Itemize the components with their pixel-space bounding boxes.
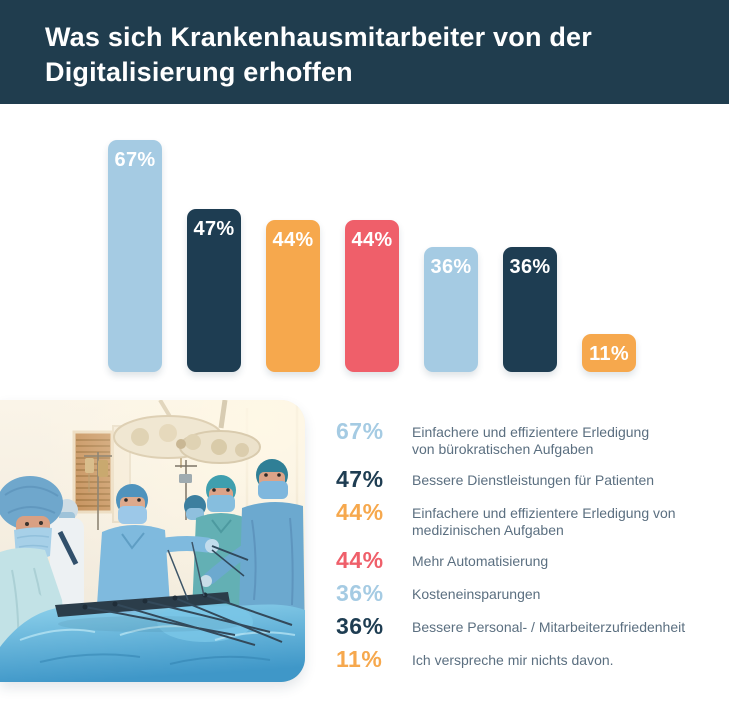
- operating-room-illustration: [0, 400, 305, 682]
- bar-value-label: 36%: [430, 256, 472, 278]
- bottom-section: 67% Einfachere und effizientere Erledigun…: [0, 400, 729, 682]
- bar-value-label: 36%: [509, 256, 551, 278]
- legend-value: 36%: [336, 580, 384, 606]
- legend-label: Einfachere und effizientere Erledigung v…: [412, 424, 650, 458]
- legend-item-2: 47% Bessere Dienstleistungen für Patiente…: [336, 466, 721, 493]
- legend-label: Einfachere und effizientere Erledigung v…: [412, 505, 676, 539]
- bar-value-label: 47%: [193, 218, 235, 240]
- bar-5: 36%: [424, 247, 478, 372]
- legend-value: 11%: [336, 645, 383, 672]
- bar-value-label: 67%: [114, 149, 156, 171]
- bar-6: 36%: [503, 247, 557, 372]
- legend-label: Bessere Personal- / Mitarbeiterzufrieden…: [412, 618, 686, 635]
- legend-item-7: 11% Ich verspreche mir nichts davon.: [336, 645, 721, 672]
- bar-4: 44%: [345, 220, 399, 372]
- bar-value-label: 11%: [589, 343, 629, 365]
- legend-value: 67%: [336, 418, 384, 444]
- legend-value: 44%: [336, 499, 384, 525]
- legend-value: 36%: [336, 612, 384, 639]
- legend-item-5: 36% Kosteneinsparungen: [336, 580, 721, 606]
- header: Was sich Krankenhausmitarbeiter von der …: [0, 0, 729, 104]
- legend-item-6: 36% Bessere Personal- / Mitarbeiterzufrie…: [336, 612, 721, 639]
- bar-chart: 67% 47% 44% 44% 36% 36% 11%: [108, 139, 636, 372]
- legend-label: Bessere Dienstleistungen für Patienten: [412, 472, 655, 489]
- bar-7: 11%: [582, 334, 636, 372]
- legend-label: Kosteneinsparungen: [412, 586, 541, 602]
- legend-label: Ich verspreche mir nichts davon.: [412, 651, 614, 668]
- bar-1: 67%: [108, 140, 162, 372]
- legend-item-3: 44% Einfachere und effizientere Erledigun…: [336, 499, 721, 539]
- legend-value: 47%: [336, 466, 384, 493]
- legend-label: Mehr Automatisierung: [412, 553, 549, 570]
- chart-legend: 67% Einfachere und effizientere Erledigun…: [305, 400, 729, 682]
- legend-item-1: 67% Einfachere und effizientere Erledigun…: [336, 418, 721, 458]
- legend-item-4: 44% Mehr Automatisierung: [336, 547, 721, 574]
- bar-3: 44%: [266, 220, 320, 372]
- bar-2: 47%: [187, 209, 241, 372]
- bar-value-label: 44%: [351, 229, 393, 251]
- legend-value: 44%: [336, 547, 384, 574]
- operating-room-photo: [0, 400, 305, 682]
- bar-value-label: 44%: [272, 229, 314, 251]
- page-title: Was sich Krankenhausmitarbeiter von der …: [45, 22, 592, 87]
